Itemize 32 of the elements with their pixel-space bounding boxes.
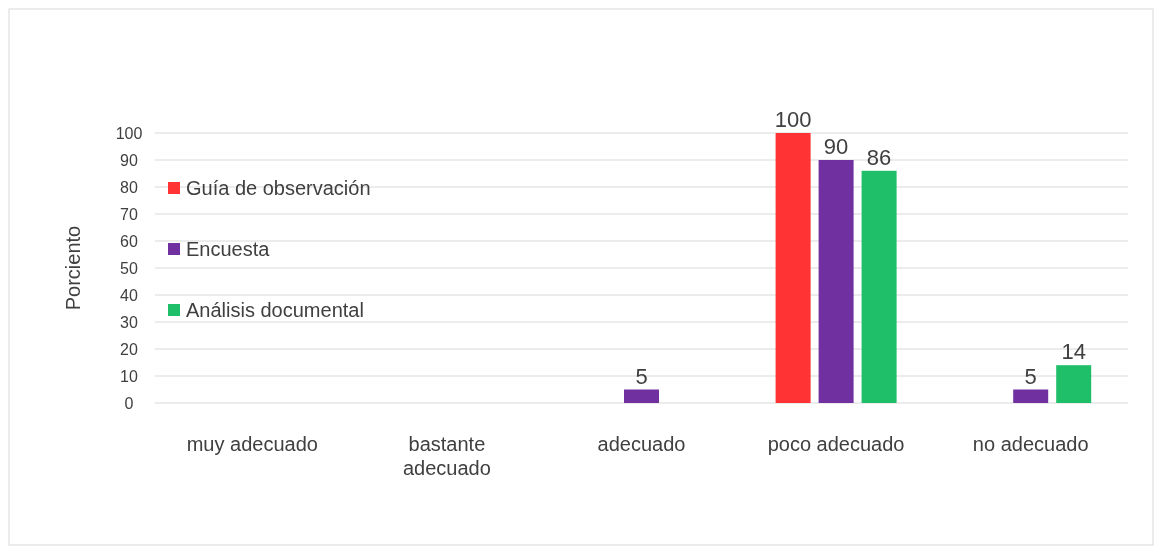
x-tick-label: adecuado — [597, 433, 686, 455]
y-tick-label: 20 — [120, 340, 138, 358]
data-label: 5 — [1024, 363, 1037, 389]
x-tick-label: muy adecuado — [186, 433, 318, 455]
bar — [1013, 389, 1049, 403]
y-tick-label: 80 — [120, 178, 138, 196]
y-tick-label: 10 — [120, 367, 138, 385]
bar — [1056, 365, 1092, 403]
data-label: 100 — [774, 107, 812, 132]
x-tick-label: bastante adecuado — [402, 433, 491, 479]
bar — [818, 160, 854, 403]
y-tick-label: 0 — [124, 394, 134, 412]
data-label: 86 — [866, 144, 892, 170]
y-tick-label: 40 — [120, 286, 138, 304]
y-tick-label: 60 — [120, 232, 138, 250]
data-label: 14 — [1061, 339, 1086, 365]
y-tick-label: 90 — [120, 151, 138, 169]
bar — [775, 133, 811, 403]
x-tick-label: no adecuado — [972, 433, 1089, 455]
y-tick-label: 50 — [120, 259, 138, 277]
data-label: 90 — [823, 134, 849, 159]
bar — [624, 389, 659, 403]
y-tick-label: 70 — [120, 205, 138, 223]
y-tick-label: 30 — [120, 313, 138, 331]
legend-label: Guía de observación — [186, 177, 371, 199]
data-label: 5 — [635, 363, 648, 389]
legend-label: Encuesta — [186, 238, 271, 260]
legend-label: Análisis documental — [186, 299, 364, 321]
y-tick-label: 100 — [115, 124, 143, 142]
y-axis-title: Porciento — [62, 225, 84, 311]
x-tick-label: poco adecuado — [767, 433, 905, 455]
bar — [861, 170, 897, 403]
